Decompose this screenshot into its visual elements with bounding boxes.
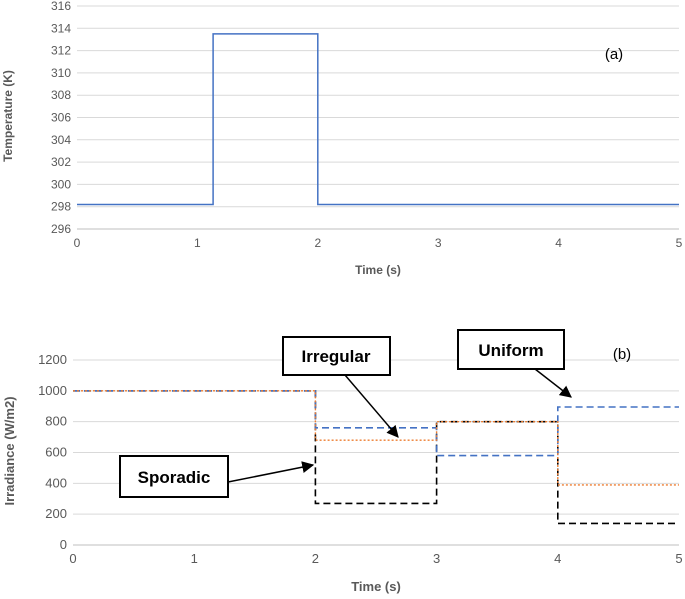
irradiance-x-axis-title: Time (s) <box>351 579 401 594</box>
irradiance-x-tick-label: 5 <box>675 551 682 566</box>
temperature-x-tick-label: 1 <box>194 236 201 250</box>
irradiance-y-ticks: 0 200 400 600 800 1000 1200 <box>38 352 67 552</box>
irradiance-grid <box>73 359 679 546</box>
temperature-y-tick-label: 312 <box>51 44 71 58</box>
temperature-y-tick-label: 300 <box>51 177 71 191</box>
temperature-y-tick-label: 296 <box>51 222 71 236</box>
temperature-panel-label: (a) <box>605 46 623 63</box>
irradiance-y-tick-label: 1000 <box>38 383 67 398</box>
callout-uniform: Uniform <box>457 329 565 370</box>
irradiance-chart: 0 200 400 600 800 1000 1200 0 1 2 3 4 5 Time (s) Ir… <box>2 329 683 594</box>
callout-sporadic: Sporadic <box>119 455 229 498</box>
irradiance-series-line-2 <box>73 390 679 457</box>
irradiance-y-tick-label: 0 <box>60 537 67 552</box>
temperature-y-axis-title: Temperature (K) <box>1 70 15 162</box>
temperature-x-tick-label: 3 <box>435 236 442 250</box>
temperature-x-tick-label: 0 <box>74 236 81 250</box>
callout-uniform-label: Uniform <box>478 341 543 360</box>
temperature-x-axis-title: Time (s) <box>355 263 401 277</box>
callout-sporadic-label: Sporadic <box>138 468 211 487</box>
temperature-x-ticks: 0 1 2 3 4 5 <box>74 236 683 250</box>
callout-uniform-box <box>457 329 565 370</box>
callout-irregular: Irregular <box>282 336 391 376</box>
callout-sporadic-arrow <box>227 461 315 483</box>
temperature-y-tick-label: 316 <box>51 0 71 13</box>
irradiance-x-ticks: 0 1 2 3 4 5 <box>69 551 682 566</box>
irradiance-y-tick-label: 200 <box>45 506 67 521</box>
irradiance-series-line-3 <box>73 390 679 486</box>
irradiance-x-tick-label: 4 <box>554 551 561 566</box>
callout-irregular-label: Irregular <box>302 347 371 366</box>
temperature-y-ticks: 296 298 300 302 304 306 308 310 312 314 316 <box>51 0 71 236</box>
callout-uniform-arrow <box>534 368 572 398</box>
temperature-y-tick-label: 310 <box>51 66 71 80</box>
temperature-chart: 296 298 300 302 304 306 308 310 312 314 316 0 1 2 3 4 5… <box>1 0 683 277</box>
temperature-series-line-1 <box>77 33 679 206</box>
temperature-x-tick-label: 5 <box>676 236 683 250</box>
irradiance-series <box>73 390 679 525</box>
temperature-x-tick-label: 4 <box>555 236 562 250</box>
temperature-series <box>77 33 679 206</box>
temperature-y-tick-label: 298 <box>51 200 71 214</box>
temperature-x-tick-label: 2 <box>314 236 321 250</box>
callout-sporadic-box <box>119 455 229 498</box>
irradiance-y-tick-label: 400 <box>45 475 67 490</box>
temperature-y-tick-label: 302 <box>51 155 71 169</box>
irradiance-panel-label: (b) <box>613 346 631 363</box>
irradiance-y-axis-title: Irradiance (W/m2) <box>2 396 17 505</box>
irradiance-y-tick-label: 1200 <box>38 352 67 367</box>
irradiance-y-tick-label: 600 <box>45 445 67 460</box>
irradiance-series-line-1 <box>73 390 679 525</box>
irradiance-y-tick-label: 800 <box>45 414 67 429</box>
temperature-grid <box>77 5 679 230</box>
irradiance-x-tick-label: 2 <box>312 551 319 566</box>
callout-irregular-arrow <box>344 374 399 438</box>
temperature-y-tick-label: 304 <box>51 133 71 147</box>
irradiance-x-tick-label: 0 <box>69 551 76 566</box>
irradiance-x-tick-label: 1 <box>191 551 198 566</box>
temperature-y-tick-label: 308 <box>51 88 71 102</box>
irradiance-x-tick-label: 3 <box>433 551 440 566</box>
callout-irregular-box <box>282 336 391 376</box>
temperature-y-tick-label: 314 <box>51 21 71 35</box>
temperature-y-tick-label: 306 <box>51 111 71 125</box>
